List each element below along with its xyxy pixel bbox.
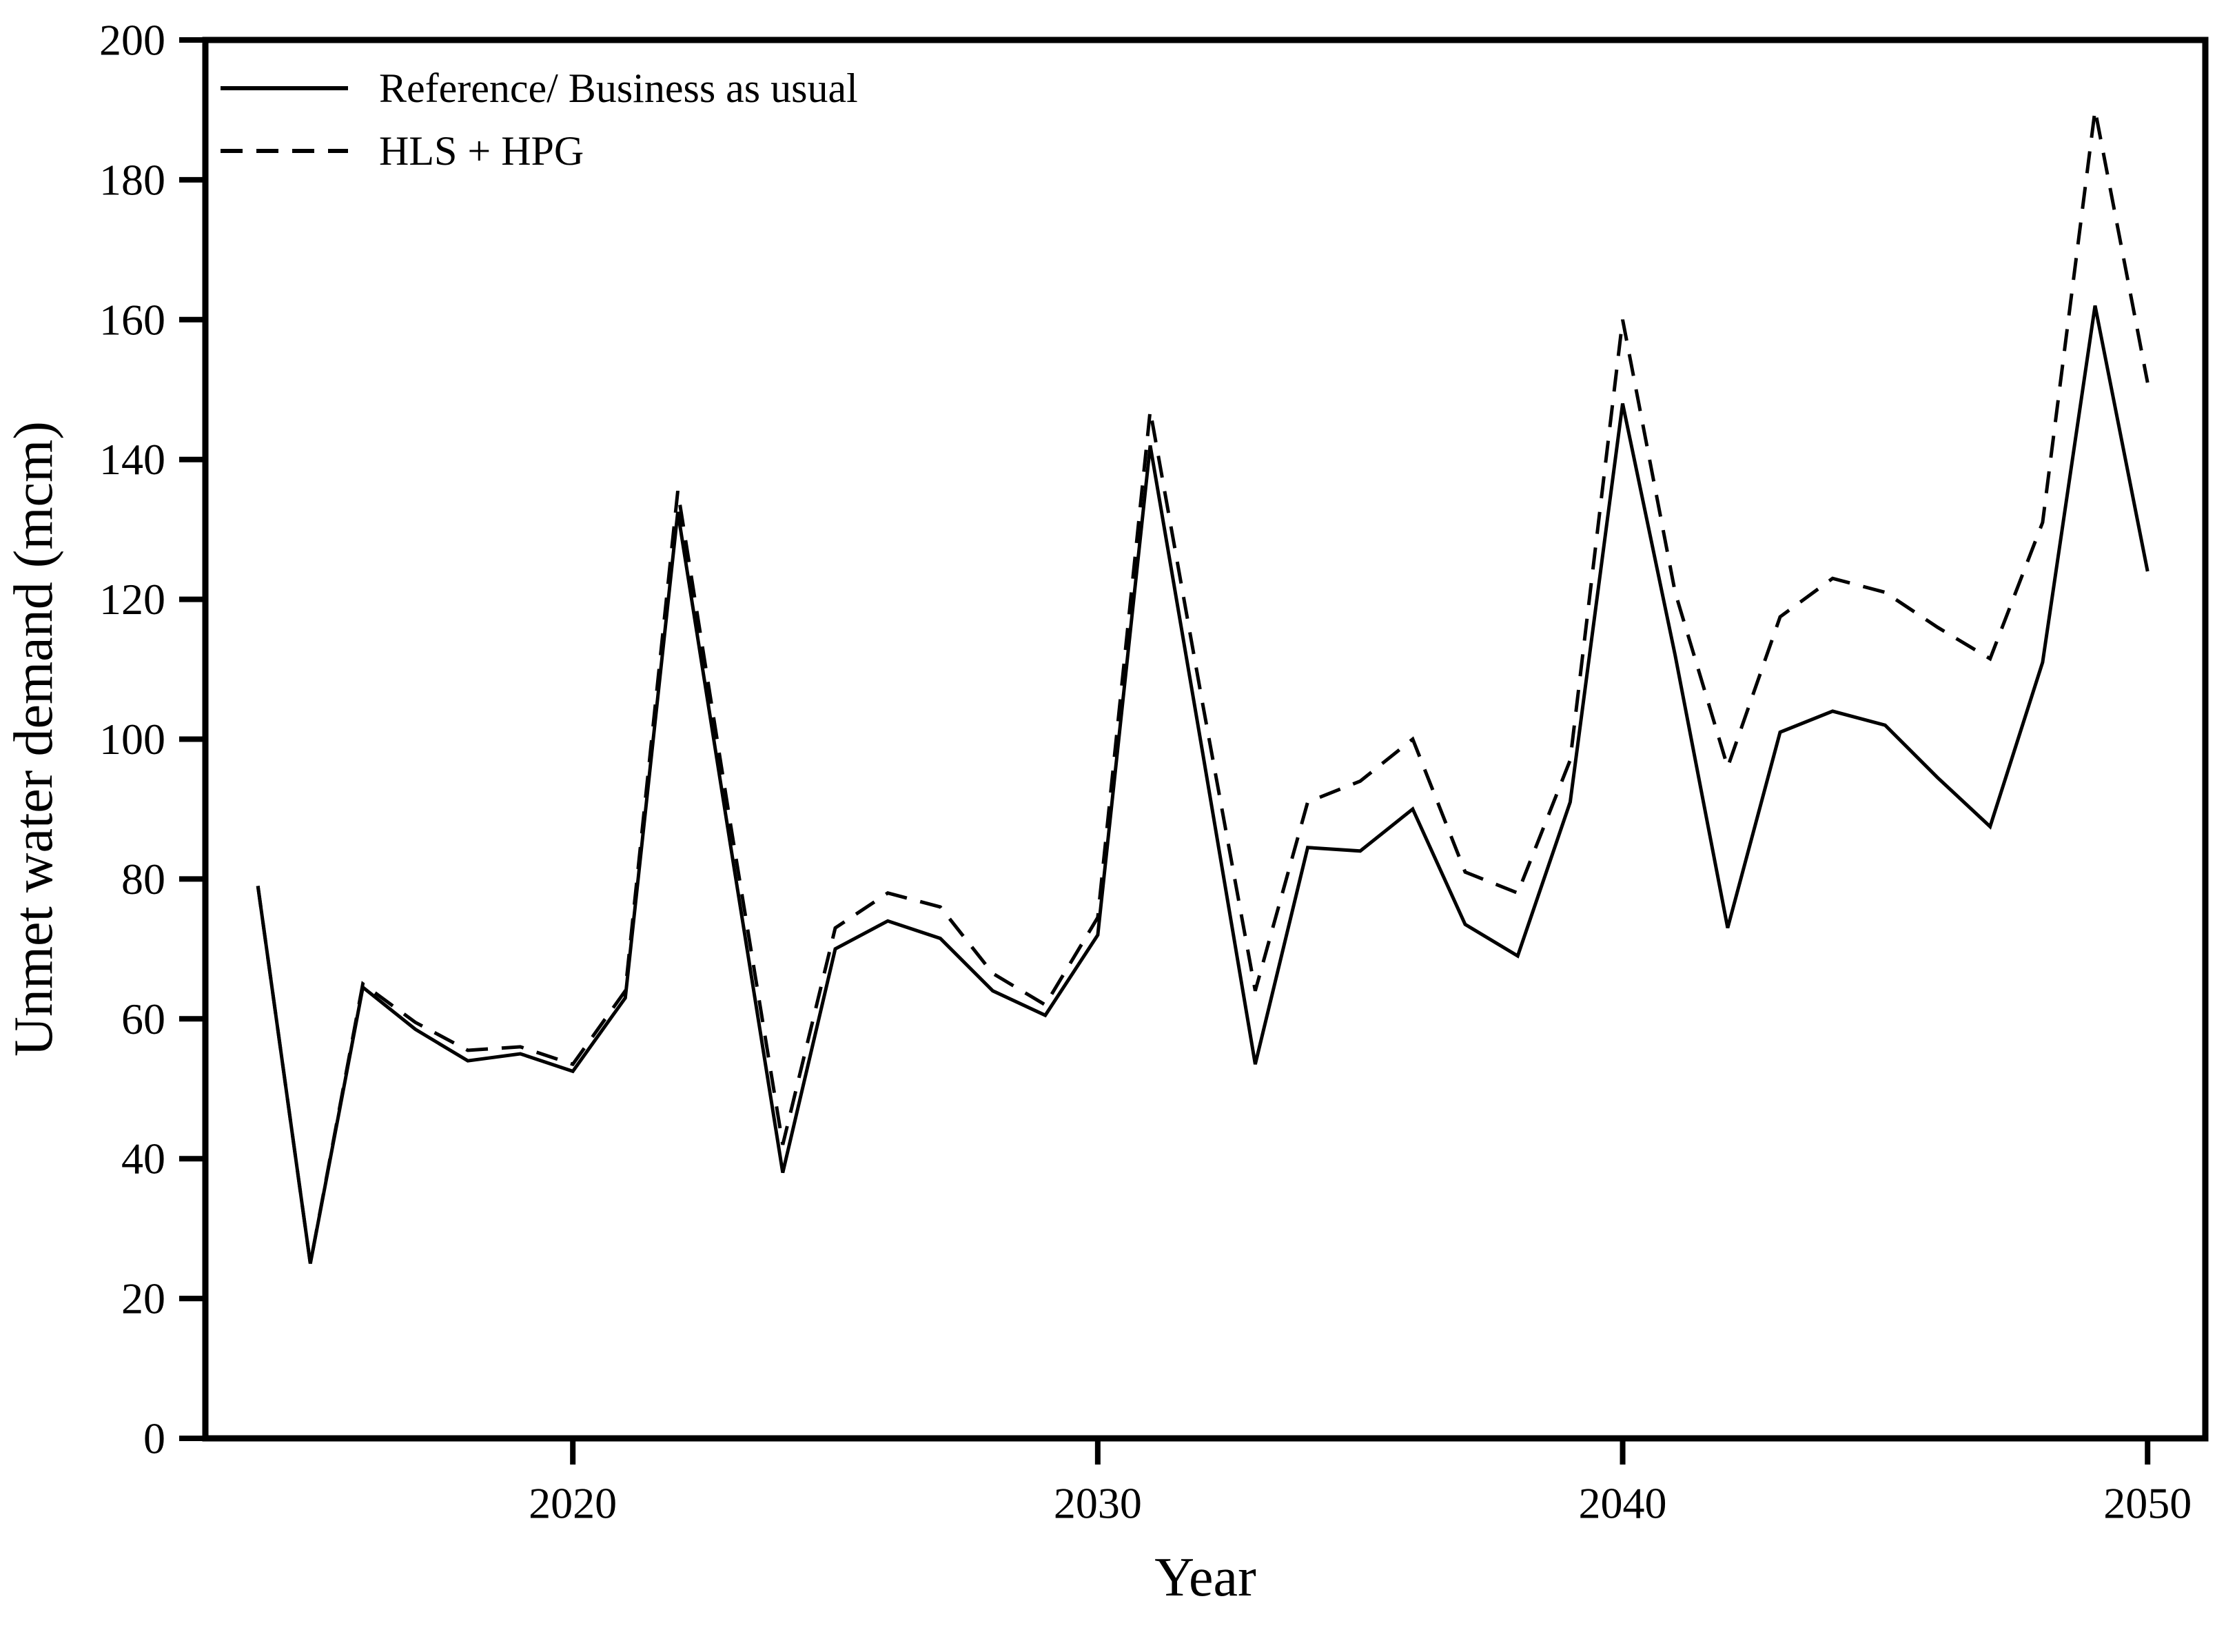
plot-frame — [202, 37, 2209, 1442]
x-tick-label: 2030 — [1054, 1479, 1142, 1528]
x-axis-ticks: 2020 2030 2040 2050 — [529, 1438, 2192, 1528]
y-tick-label: 140 — [99, 435, 165, 484]
y-axis-title: Unmet water demand (mcm) — [3, 421, 64, 1057]
y-tick-label: 20 — [121, 1274, 165, 1323]
x-axis-title: Year — [1154, 1547, 1256, 1608]
legend-label-hls-hpg: HLS + HPG — [379, 128, 584, 174]
legend-label-reference: Reference/ Business as usual — [379, 65, 858, 111]
data-series-lines — [256, 110, 2150, 1264]
y-tick-label: 0 — [143, 1414, 165, 1463]
y-tick-label: 40 — [121, 1134, 165, 1183]
y-axis-ticks: 0 20 40 60 80 100 120 140 160 180 200 — [99, 16, 205, 1463]
series-line-reference — [256, 305, 2150, 1264]
x-tick-label: 2020 — [529, 1479, 617, 1528]
y-tick-label: 120 — [99, 575, 165, 624]
series-line-hls-hpg — [256, 110, 2150, 1264]
y-tick-label: 160 — [99, 295, 165, 344]
y-tick-label: 80 — [121, 855, 165, 904]
y-tick-label: 200 — [99, 16, 165, 65]
legend: Reference/ Business as usual HLS + HPG — [221, 65, 858, 174]
x-tick-label: 2040 — [1579, 1479, 1667, 1528]
y-tick-label: 180 — [99, 155, 165, 204]
y-tick-label: 100 — [99, 715, 165, 764]
y-tick-label: 60 — [121, 995, 165, 1043]
x-tick-label: 2050 — [2103, 1479, 2192, 1528]
